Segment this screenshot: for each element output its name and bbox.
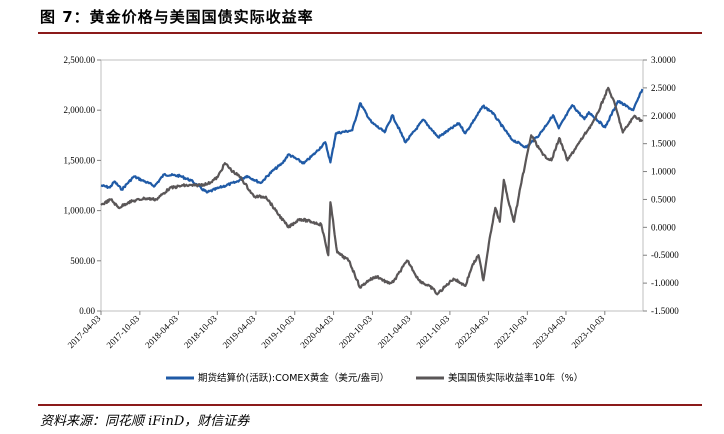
right-tick-label: 0.0000 [651,222,676,232]
source-note: 资料来源：同花顺 iFinD，财信证券 [40,414,250,429]
x-axis-ticks: 2017-04-03 2017-10-03 2018-04-03 2018-10-03… [66,311,607,350]
x-tick-label: 2023-10-03 [569,313,606,350]
series-line-yield [100,86,644,296]
right-tick-label: 0.5000 [651,194,676,204]
right-tick-label: 3.0000 [651,55,676,65]
right-tick-label: 2.0000 [651,111,676,121]
left-axis-ticks: 0.00 500.00 1,000.00 1,500.00 2,000.00 2,500.… [64,55,101,316]
x-tick-label: 2021-04-03 [376,313,413,350]
left-tick-label: 2,000.00 [64,105,96,115]
x-tick-label: 2017-10-03 [104,313,141,350]
x-tick-label: 2022-10-03 [492,313,529,350]
right-tick-label: -0.5000 [651,250,679,260]
right-tick-label: 1.0000 [651,167,676,177]
right-tick-label: -1.5000 [651,306,679,316]
left-tick-label: 2,500.00 [64,55,96,65]
right-tick-label: 1.5000 [651,139,676,149]
left-tick-label: 1,500.00 [64,155,96,165]
right-tick-label: -1.0000 [651,278,679,288]
right-tick-label: 2.5000 [651,83,676,93]
x-tick-label: 2020-04-03 [298,313,335,350]
series-layer [100,86,644,296]
series-line-gold [100,88,644,194]
left-tick-label: 0.00 [79,306,95,316]
left-tick-label: 1,000.00 [64,206,96,216]
x-tick-label: 2020-10-03 [337,313,374,350]
left-tick-label: 500.00 [70,256,95,266]
legend-label-yield: 美国国债实际收益率10年（%） [448,372,583,384]
legend: 期货结算价(活跃):COMEX黄金（美元/盎司） 美国国债实际收益率10年（%） [166,372,583,384]
legend-label-gold: 期货结算价(活跃):COMEX黄金（美元/盎司） [198,372,389,384]
x-tick-label: 2022-04-03 [453,313,490,350]
top-rule [38,32,702,34]
bottom-rule [38,404,702,406]
x-tick-label: 2021-10-03 [415,313,452,350]
right-axis-ticks: -1.5000 -1.0000 -0.5000 0.0000 0.5000 1.0000 1… [643,55,679,316]
x-tick-label: 2019-04-03 [221,313,258,350]
figure-title: 图 7：黄金价格与美国国债实际收益率 [40,8,314,26]
x-tick-label: 2018-04-03 [143,313,180,350]
x-tick-label: 2023-04-03 [531,313,568,350]
x-tick-label: 2017-04-03 [66,313,103,350]
x-tick-label: 2018-10-03 [182,313,219,350]
x-tick-label: 2019-10-03 [259,313,296,350]
